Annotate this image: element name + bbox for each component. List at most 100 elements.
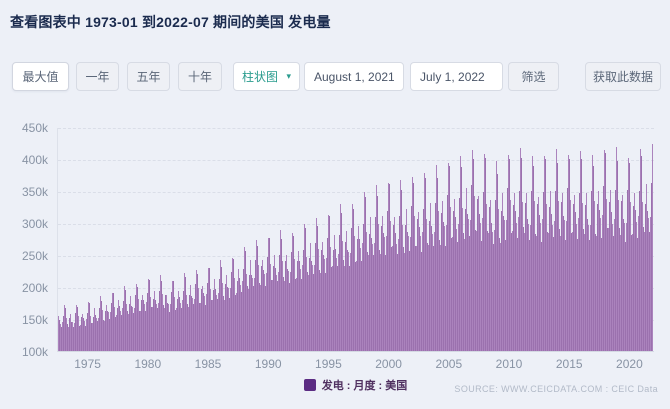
bar (154, 290, 155, 351)
bar (79, 325, 80, 351)
bar (637, 237, 638, 351)
bar (109, 319, 110, 351)
bar (303, 249, 304, 351)
chart-type-select[interactable]: 柱状图 ▾ (233, 62, 300, 91)
bar (217, 299, 218, 351)
bar (514, 192, 515, 351)
bar (199, 302, 200, 351)
bar (251, 275, 252, 351)
bar (271, 280, 272, 351)
bar (254, 278, 255, 351)
bar (141, 300, 142, 351)
bar (174, 297, 175, 351)
bar (321, 250, 322, 351)
bar (369, 234, 370, 351)
bar (561, 201, 562, 351)
bar (441, 213, 442, 351)
bar (410, 236, 411, 351)
bar (345, 241, 346, 351)
bar (472, 149, 473, 351)
range-button-5y[interactable]: 五年 (127, 62, 170, 91)
bar (596, 236, 597, 351)
range-button-10y[interactable]: 十年 (178, 62, 222, 91)
bar (551, 213, 552, 351)
bar (619, 227, 620, 351)
bar (295, 279, 296, 351)
bar (556, 149, 557, 351)
bar (513, 204, 514, 351)
bar (70, 314, 71, 351)
range-button-max[interactable]: 最大值 (12, 62, 69, 91)
bar (239, 277, 240, 351)
bar (604, 149, 605, 351)
get-data-button[interactable]: 获取此数据 (585, 62, 661, 91)
bar (466, 187, 467, 351)
bar (529, 239, 530, 351)
bar (212, 300, 213, 351)
bar (342, 241, 343, 351)
bar (569, 159, 570, 351)
date-from-input[interactable] (304, 62, 404, 91)
bar (463, 233, 464, 351)
bar (368, 255, 369, 351)
plot-bars[interactable] (58, 128, 654, 351)
bar (86, 319, 87, 351)
bar (475, 230, 476, 351)
bar (351, 227, 352, 351)
bar (343, 260, 344, 351)
bar (571, 232, 572, 351)
date-to-input[interactable] (410, 62, 503, 91)
bar (567, 187, 568, 351)
bar (240, 284, 241, 351)
bar (167, 303, 168, 351)
bar (197, 273, 198, 351)
bar (357, 239, 358, 351)
bar (638, 215, 639, 351)
bar (364, 192, 365, 351)
bar (322, 242, 323, 351)
bar (497, 174, 498, 351)
bar (557, 162, 558, 351)
bar (468, 219, 469, 351)
bar (419, 227, 420, 351)
bar (444, 226, 445, 351)
filter-button[interactable]: 筛选 (508, 62, 559, 91)
bar (83, 317, 84, 351)
bar (60, 324, 61, 351)
bar (599, 210, 600, 351)
bar (622, 194, 623, 351)
bar (439, 240, 440, 351)
bar (115, 316, 116, 351)
bar (544, 155, 545, 351)
bar (493, 244, 494, 351)
bar (597, 203, 598, 351)
bar (287, 269, 288, 351)
range-button-1y[interactable]: 一年 (76, 62, 119, 91)
x-axis-tick-label: 2010 (495, 357, 523, 371)
bar (402, 224, 403, 351)
bar (574, 194, 575, 351)
bar (592, 154, 593, 351)
bar (398, 238, 399, 351)
bar (430, 203, 431, 351)
bar (213, 290, 214, 351)
x-axis-tick-label: 1975 (74, 357, 101, 371)
bar (268, 237, 269, 351)
bar (76, 305, 77, 351)
bar (92, 323, 93, 351)
bar (166, 294, 167, 351)
bar (81, 317, 82, 351)
bar (593, 165, 594, 351)
bar (552, 224, 553, 351)
bar (175, 309, 176, 351)
bar (474, 195, 475, 351)
bar (111, 302, 112, 351)
bar (340, 203, 341, 351)
x-axis-tick-label: 1995 (315, 357, 342, 371)
bar (609, 202, 610, 351)
plot-area (57, 128, 654, 352)
bar (125, 289, 126, 351)
bar (205, 304, 206, 351)
bar (64, 304, 65, 351)
bar (452, 236, 453, 351)
